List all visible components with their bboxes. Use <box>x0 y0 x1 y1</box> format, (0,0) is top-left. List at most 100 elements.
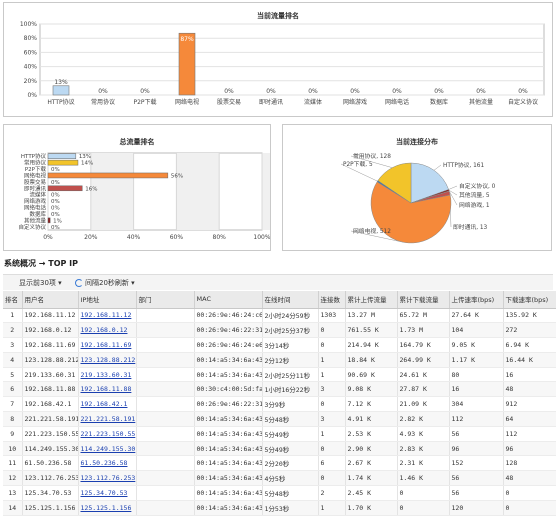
column-header[interactable]: 用户名 <box>22 291 79 309</box>
column-header[interactable]: MAC <box>194 291 263 309</box>
table-cell: 96 <box>503 441 556 457</box>
table-cell <box>136 322 195 339</box>
table-cell: 27.87 K <box>397 381 450 398</box>
table-row[interactable]: 5 219.133.60.31 219.133.60.31 00:14:a5:34:6… <box>3 367 556 383</box>
slice-label: 其他流量, 5 <box>459 191 490 199</box>
slice-label: 常用协议, 128 <box>353 152 391 160</box>
table-cell: 65.72 M <box>397 308 450 324</box>
table-cell: 00:26:9e:46:22:31 <box>194 396 263 413</box>
show-count-dropdown[interactable]: 显示前30项 ▾ <box>19 278 62 288</box>
table-cell: 3 <box>318 381 346 398</box>
bar <box>47 159 79 166</box>
y-tick-label: 20% <box>24 78 38 85</box>
x-tick-label: 常用协议 <box>91 98 115 106</box>
ip-link[interactable]: 192.168.0.12 <box>78 322 137 339</box>
table-cell: 00:14:a5:34:6a:43 <box>194 411 263 427</box>
x-tick-label: 40% <box>127 234 141 241</box>
x-tick-label: 0% <box>43 234 53 241</box>
column-header[interactable]: 累计下载流量 <box>397 291 450 309</box>
table-row[interactable]: 6 192.168.11.88 192.168.11.88 00:30:c4:00:5… <box>3 381 556 398</box>
table-cell: 1.70 K <box>345 500 398 516</box>
ip-link[interactable]: 192.168.11.88 <box>78 381 137 398</box>
column-header[interactable]: 在线时间 <box>262 291 319 309</box>
y-tick-label: 数据库 <box>29 210 46 218</box>
table-row[interactable]: 10 114.249.155.30 114.249.155.30 00:14:a5:3… <box>3 441 556 457</box>
refresh-interval-label: 间隔20秒刷新 <box>85 279 129 287</box>
table-row[interactable]: 13 125.34.70.53 125.34.70.53 00:14:a5:34:6a… <box>3 485 556 501</box>
table-cell: 96 <box>449 441 504 457</box>
ip-link[interactable]: 125.125.1.156 <box>78 500 137 516</box>
column-header[interactable]: IP地址 <box>78 291 137 309</box>
table-cell: 7.12 K <box>345 396 398 413</box>
slice-leader <box>350 230 404 243</box>
table-cell: 00:26:9e:46:22:31 <box>194 322 263 339</box>
rank-cell: 13 <box>3 485 23 501</box>
ip-link[interactable]: 114.249.155.30 <box>78 441 137 457</box>
table-row[interactable]: 14 125.125.1.156 125.125.1.156 00:14:a5:34:… <box>3 500 556 516</box>
ip-link[interactable]: 192.168.42.1 <box>78 396 137 413</box>
table-cell: 3分14秒 <box>262 337 319 353</box>
y-tick-label: 其他流量 <box>24 216 47 224</box>
grid-band <box>90 153 134 230</box>
column-header[interactable]: 排名 <box>3 291 23 309</box>
x-tick-label: 数据库 <box>430 98 448 106</box>
table-cell: 125.34.70.53 <box>22 485 79 501</box>
column-header[interactable]: 连接数 <box>318 291 346 309</box>
grid-band <box>262 153 270 230</box>
column-header[interactable]: 下载速率(bps) <box>503 291 556 309</box>
column-header[interactable]: 部门 <box>136 291 195 309</box>
table-row[interactable]: 7 192.168.42.1 192.168.42.1 00:26:9e:46:22:… <box>3 396 556 413</box>
ip-link[interactable]: 221.223.150.55 <box>78 426 137 442</box>
table-cell: 61.50.236.58 <box>22 455 79 472</box>
column-header[interactable]: 上传速率(bps) <box>449 291 504 309</box>
table-row[interactable]: 3 192.168.11.69 192.168.11.69 00:26:9e:46:2… <box>3 337 556 353</box>
table-cell: 2小时25分11秒 <box>262 367 319 383</box>
x-tick-label: 股票交易 <box>217 98 241 106</box>
table-cell: 0 <box>318 441 346 457</box>
table-row[interactable]: 4 123.128.88.212 123.128.88.212 00:14:a5:34… <box>3 352 556 368</box>
current-traffic-chart: 0% 20% 40% 60% 80% 100% 13% HTTP协议 0% 常用协议 0% P2P下载… <box>20 21 545 106</box>
table-row[interactable]: 9 221.223.150.55 221.223.150.55 00:14:a5:34… <box>3 426 556 442</box>
x-tick-label: 即时通讯 <box>259 98 283 106</box>
ip-link[interactable]: 125.34.70.53 <box>78 485 137 501</box>
ip-link[interactable]: 219.133.60.31 <box>78 367 137 383</box>
table-cell: 5分48秒 <box>262 485 319 501</box>
ip-link[interactable]: 61.50.236.58 <box>78 455 137 472</box>
table-row[interactable]: 2 192.168.0.12 192.168.0.12 00:26:9e:46:22:… <box>3 322 556 339</box>
table-cell: 2小时25分37秒 <box>262 322 319 339</box>
data-label: 0% <box>224 88 234 95</box>
rank-cell: 10 <box>3 441 23 457</box>
table-cell: 264.99 K <box>397 352 450 368</box>
y-tick-label: 常用协议 <box>24 159 47 167</box>
table-cell: 114.249.155.30 <box>22 441 79 457</box>
connection-distribution-title: 当前连接分布 <box>396 138 438 146</box>
ip-link[interactable]: 192.168.11.69 <box>78 337 137 353</box>
refresh-interval-dropdown[interactable]: 间隔20秒刷新 ▾ <box>75 278 135 288</box>
y-tick-label: HTTP协议 <box>21 152 47 160</box>
section-title: 系统概况 → TOP IP <box>4 259 79 268</box>
table-row[interactable]: 12 123.112.76.253 123.112.76.253 00:14:a5:3… <box>3 470 556 487</box>
table-cell: 00:14:a5:34:6a:43 <box>194 367 263 383</box>
toolbar: 显示前30项 ▾ 间隔20秒刷新 ▾ <box>3 274 553 290</box>
table-cell: 16.44 K <box>503 352 556 368</box>
current-traffic-panel: 当前流量排名 0% 20% 40% 60% 80% 100% 13% HTTP协议 0% 常用协议… <box>3 2 553 117</box>
table-cell: 27.64 K <box>449 308 504 324</box>
ip-link[interactable]: 123.112.76.253 <box>78 470 137 487</box>
x-tick-label: 自定义协议 <box>508 98 538 106</box>
ip-link[interactable]: 221.221.58.191 <box>78 411 137 427</box>
rank-cell: 3 <box>3 337 23 353</box>
table-row[interactable]: 1 192.168.11.12 192.168.11.12 00:26:9e:46:2… <box>3 308 556 324</box>
table-cell: 5分49秒 <box>262 426 319 442</box>
ip-link[interactable]: 123.128.88.212 <box>78 352 137 368</box>
table-cell: 272 <box>503 322 556 339</box>
table-row[interactable]: 8 221.221.58.191 221.221.58.191 00:14:a5:34… <box>3 411 556 427</box>
table-row[interactable]: 11 61.50.236.58 61.50.236.58 00:14:a5:34:6a… <box>3 455 556 472</box>
table-cell: 1303 <box>318 308 346 324</box>
grid-band <box>176 153 220 230</box>
table-cell: 56 <box>449 470 504 487</box>
ip-link[interactable]: 192.168.11.12 <box>78 308 137 324</box>
table-cell: 1分53秒 <box>262 500 319 516</box>
column-header[interactable]: 累计上传流量 <box>345 291 398 309</box>
slice-label: HTTP协议, 161 <box>443 161 484 169</box>
